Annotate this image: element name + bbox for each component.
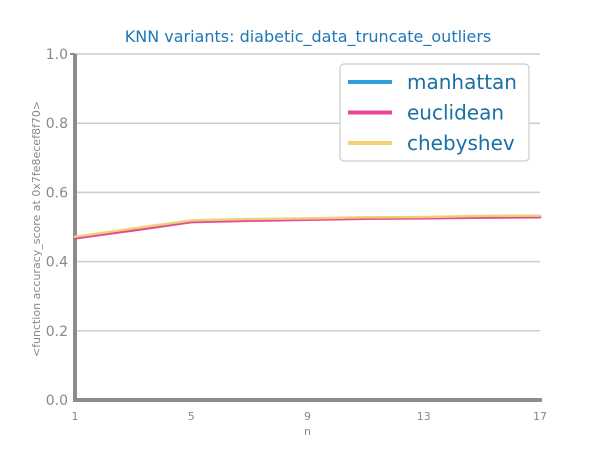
x-tick-label: 17 [533,410,547,423]
y-tick-label: 0.6 [46,185,68,201]
y-tick-label: 0.0 [46,393,68,409]
series-line-chebyshev [73,214,542,238]
y-tick-label: 0.4 [46,255,68,271]
legend: manhattan euclidean chebyshev [339,63,530,162]
legend-label-chebyshev: chebyshev [407,131,515,155]
y-tick-label: 1.0 [46,47,68,63]
x-tick-label: 5 [188,410,195,423]
text-layer: 0.0 0.2 0.4 0.6 0.8 1.0 1 5 9 13 17 KNN variants: d… [30,27,547,438]
series-line-euclidean [73,216,542,240]
y-axis-label: <function accuracy_score at 0x7fe8ecef8f… [30,101,43,357]
chart-title: KNN variants: diabetic_data_truncate_out… [125,27,492,47]
axes-layer [70,53,542,402]
series-layer [73,214,542,240]
x-tick-label: 13 [417,410,431,423]
y-tick-label: 0.2 [46,324,68,340]
legend-label-manhattan: manhattan [407,70,517,94]
x-tick-label: 9 [304,410,311,423]
legend-box [339,63,530,162]
x-axis-label: n [304,425,311,438]
y-tick-label: 0.8 [46,116,68,132]
legend-label-euclidean: euclidean [407,101,504,125]
x-tick-label: 1 [72,410,79,423]
